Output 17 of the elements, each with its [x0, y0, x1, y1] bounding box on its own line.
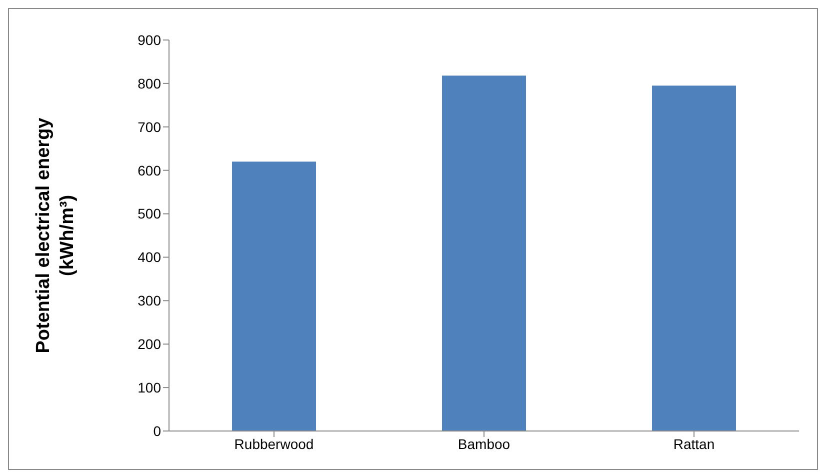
y-tick-label: 600 — [138, 162, 162, 178]
bar — [232, 162, 316, 431]
y-tick-label: 400 — [138, 249, 162, 266]
y-tick-label: 800 — [138, 75, 162, 92]
bar — [652, 86, 736, 431]
y-tick-label: 200 — [138, 336, 162, 352]
y-tick-label: 0 — [153, 422, 162, 439]
x-tick-label: Rubberwood — [234, 436, 314, 452]
bar — [442, 76, 526, 431]
x-tick-label: Bamboo — [458, 436, 510, 452]
y-tick-label: 500 — [138, 206, 162, 222]
y-axis-title: Potential electrical energy (kWh/m³) — [33, 117, 78, 354]
x-tick-label: Rattan — [673, 436, 715, 452]
y-tick-label: 300 — [138, 292, 162, 309]
y-tick-label: 700 — [138, 118, 162, 135]
y-tick-label: 900 — [138, 32, 162, 48]
y-tick-label: 100 — [138, 380, 162, 396]
